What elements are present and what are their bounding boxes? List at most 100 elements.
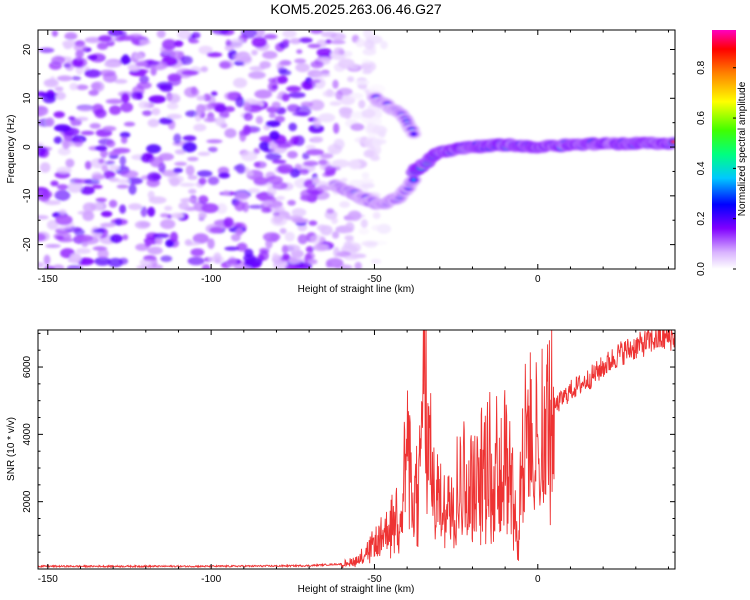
- heatmap-cell: [128, 65, 141, 72]
- heatmap-cell: [126, 177, 143, 185]
- heatmap-cell: [308, 220, 318, 226]
- colorbar-ticks: 0.0 0.2 0.4 0.6 0.8: [696, 60, 736, 276]
- spectrogram-y-label: Frequency (Hz): [6, 115, 17, 184]
- heatmap-cell: [308, 99, 325, 111]
- heatmap-cell: [311, 136, 324, 143]
- heatmap-cell: [156, 30, 166, 38]
- heatmap-cell: [333, 47, 345, 55]
- heatmap-cell: [350, 123, 365, 131]
- heatmap-cell: [207, 146, 218, 153]
- heatmap-cell: [160, 255, 173, 262]
- colorbar-gradient: [712, 30, 736, 269]
- heatmap-cell: [250, 127, 258, 133]
- heatmap-cell: [46, 219, 59, 230]
- heatmap-cell: [90, 82, 102, 90]
- heatmap-cell: [279, 69, 292, 76]
- heatmap-cell: [348, 159, 361, 170]
- heatmap-cell: [227, 256, 237, 268]
- heatmap-cell: [198, 195, 209, 205]
- heatmap-cell: [134, 220, 151, 229]
- heatmap-cell: [243, 112, 253, 121]
- heatmap-cell: [297, 234, 308, 245]
- heatmap-cell: [188, 188, 197, 195]
- heatmap-cell: [120, 170, 139, 179]
- y-tick-label: 2000: [22, 490, 33, 513]
- heatmap-cell: [355, 79, 370, 85]
- heatmap-cell: [360, 63, 373, 70]
- heatmap-cell: [325, 39, 332, 44]
- heatmap-cell: [133, 39, 141, 45]
- heatmap-cell: [262, 232, 281, 242]
- heatmap-cell: [91, 174, 106, 180]
- heatmap-cell: [75, 84, 89, 91]
- heatmap-cell: [345, 221, 355, 233]
- heatmap-cell: [207, 238, 215, 250]
- heatmap-cell: [307, 79, 321, 84]
- heatmap-cell: [292, 218, 309, 224]
- heatmap-cell: [57, 147, 71, 156]
- heatmap-cell: [253, 177, 269, 186]
- heatmap-cell: [234, 191, 250, 201]
- heatmap-cell: [51, 30, 59, 37]
- heatmap-cell: [128, 203, 143, 211]
- heatmap-cell: [275, 107, 287, 115]
- heatmap-cell: [151, 173, 162, 181]
- heatmap-cell: [215, 116, 226, 127]
- heatmap-cell: [316, 185, 332, 192]
- heatmap-cell: [53, 124, 71, 132]
- heatmap-cell: [147, 118, 160, 128]
- heatmap-cell: [69, 82, 79, 91]
- heatmap-cell: [292, 111, 309, 117]
- heatmap-cell: [344, 255, 359, 261]
- heatmap-cell: [259, 141, 270, 151]
- x-tick-label: -100: [201, 574, 221, 585]
- heatmap-cell: [209, 226, 223, 234]
- heatmap-cell: [82, 210, 95, 222]
- heatmap-cell: [274, 115, 285, 123]
- heatmap-cell: [64, 32, 78, 40]
- heatmap-cell: [236, 163, 246, 174]
- heatmap-cell: [338, 107, 353, 115]
- heatmap-cell: [174, 149, 187, 155]
- heatmap-cell: [95, 197, 107, 203]
- heatmap-cell: [118, 257, 129, 265]
- heatmap-cell: [287, 199, 296, 206]
- heatmap-cell: [109, 234, 123, 244]
- heatmap-cell: [147, 246, 163, 255]
- heatmap-cell: [326, 208, 335, 214]
- heatmap-cell: [99, 69, 116, 77]
- heatmap-cell: [291, 208, 307, 217]
- heatmap-cell: [164, 205, 173, 211]
- heatmap-cell: [358, 228, 370, 235]
- heatmap-cell: [119, 155, 127, 166]
- heatmap-cell: [251, 49, 258, 56]
- chart-title: KOM5.2025.263.06.46.G27: [270, 1, 441, 17]
- heatmap-cell: [75, 248, 91, 254]
- heatmap-cell: [282, 38, 290, 45]
- heatmap-cell: [191, 32, 201, 39]
- heatmap-cell: [371, 138, 387, 145]
- heatmap-cell: [234, 200, 245, 212]
- heatmap-cell: [109, 165, 120, 171]
- heatmap-cell: [288, 257, 303, 264]
- heatmap-cell: [147, 206, 156, 217]
- heatmap-cell: [201, 203, 219, 214]
- heatmap-cell: [177, 30, 192, 40]
- heatmap-cell: [109, 105, 122, 115]
- heatmap-cell: [182, 135, 197, 142]
- heatmap-cell: [135, 61, 148, 67]
- heatmap-noise-blobs: [38, 30, 392, 269]
- heatmap-cell: [120, 136, 128, 144]
- heatmap-cell: [101, 165, 109, 172]
- heatmap-cell: [274, 205, 285, 213]
- heatmap-cell: [56, 184, 69, 190]
- heatmap-cell: [106, 139, 116, 148]
- heatmap-cell: [152, 233, 170, 239]
- y-tick-label: 6000: [22, 355, 33, 378]
- heatmap-cell: [62, 40, 78, 48]
- heatmap-cell: [187, 256, 205, 266]
- heatmap-cell: [246, 171, 254, 177]
- heatmap-cell: [254, 30, 265, 38]
- heatmap-cell: [71, 57, 88, 68]
- colorbar-label: Normalized spectral amplitude: [737, 81, 748, 216]
